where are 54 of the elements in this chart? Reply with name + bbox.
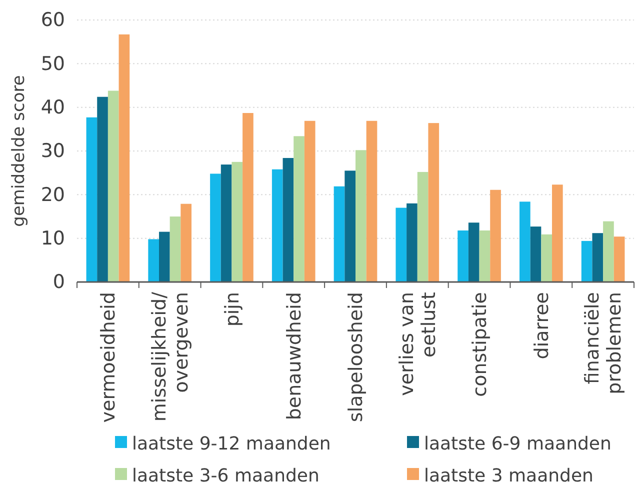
bar <box>417 172 428 282</box>
bar <box>294 136 304 282</box>
bar <box>366 120 378 282</box>
bar <box>520 202 530 282</box>
y-axis-title: gemiddelde score <box>9 75 29 227</box>
bar <box>396 208 407 282</box>
bar <box>220 164 232 282</box>
y-tick-label: 30 <box>40 140 65 162</box>
legend-label: laatste 3-6 maanden <box>132 465 320 483</box>
bar <box>356 150 366 282</box>
bar <box>614 236 625 282</box>
bar <box>468 222 480 282</box>
bar <box>159 232 170 282</box>
x-tick-label: slapeloosheid <box>345 292 368 422</box>
bar <box>530 226 542 282</box>
y-tick-label: 0 <box>52 271 65 294</box>
bar <box>581 240 592 282</box>
bar <box>97 96 108 282</box>
bar <box>86 117 98 282</box>
bar <box>428 123 440 282</box>
bar <box>304 120 316 282</box>
bar <box>490 190 501 282</box>
bar <box>334 186 345 282</box>
legend-label: laatste 6-9 maanden <box>424 433 612 454</box>
bar <box>108 90 119 282</box>
x-tick-label: pijn <box>221 292 244 327</box>
bar <box>232 162 243 282</box>
x-tick-label: benauwdheid <box>283 292 306 420</box>
y-tick-label: 50 <box>40 52 65 75</box>
bar <box>170 216 181 282</box>
bar <box>479 230 490 282</box>
bar <box>118 34 130 282</box>
bar <box>344 170 356 282</box>
x-tick-label: constipatie <box>468 292 491 397</box>
bar <box>541 234 552 282</box>
bar <box>282 158 294 282</box>
bar <box>458 230 468 282</box>
bar <box>272 169 283 282</box>
x-tick-label: diarree <box>530 292 553 360</box>
bar <box>592 233 604 282</box>
y-tick-label: 10 <box>40 227 65 250</box>
legend-label: laatste 9-12 maanden <box>132 433 331 454</box>
legend-label: laatste 3 maanden <box>424 465 594 483</box>
bar <box>210 174 221 282</box>
y-tick-label: 60 <box>40 9 65 32</box>
bar <box>603 221 614 282</box>
bar <box>148 239 160 282</box>
bar <box>406 203 418 282</box>
bar <box>552 184 563 282</box>
bar <box>180 204 192 282</box>
y-tick-label: 40 <box>40 96 65 118</box>
bar <box>242 113 254 282</box>
y-tick-label: 20 <box>40 184 65 206</box>
x-tick-label: vermoeidheid <box>98 292 120 423</box>
